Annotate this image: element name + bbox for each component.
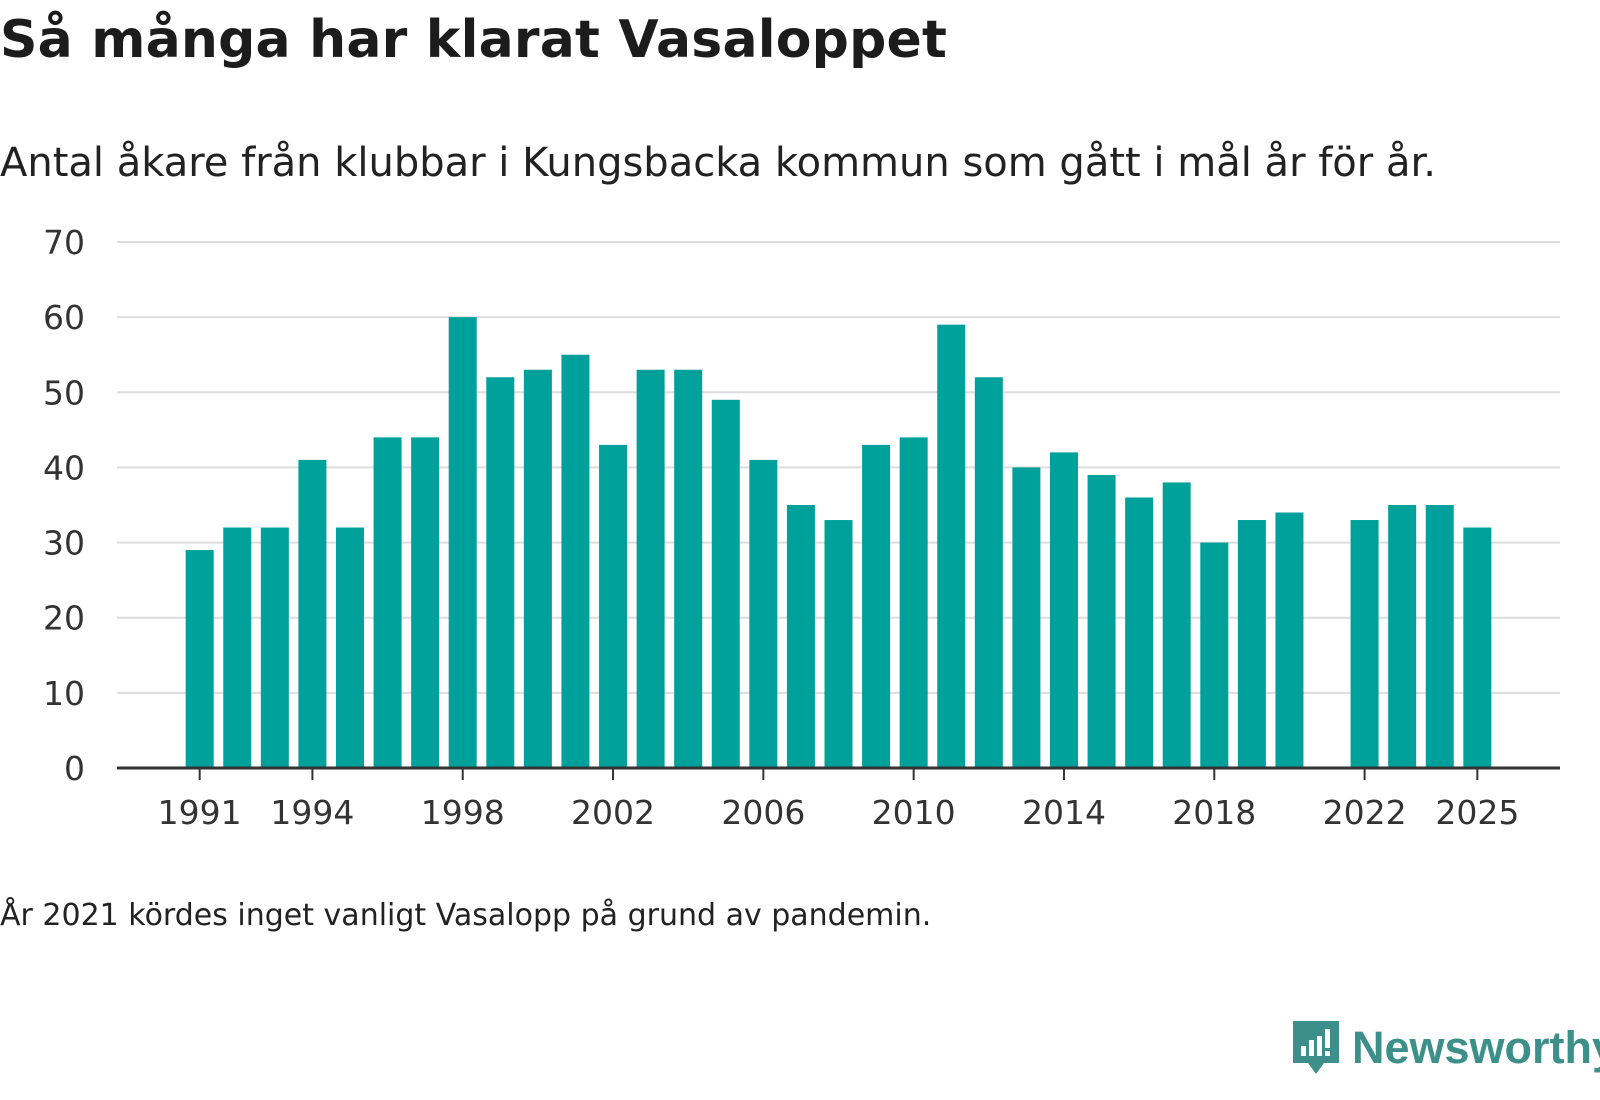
bar-2000 bbox=[523, 369, 552, 768]
x-tick-label-2002: 2002 bbox=[571, 793, 655, 832]
x-tick-label-1991: 1991 bbox=[158, 793, 242, 832]
bar-1991 bbox=[185, 550, 214, 768]
bar-1994 bbox=[298, 459, 327, 768]
bar-2007 bbox=[786, 505, 815, 768]
bar-2002 bbox=[599, 444, 628, 768]
y-tick-label-30: 30 bbox=[43, 524, 85, 563]
bar-1998 bbox=[448, 317, 477, 768]
bar-2009 bbox=[862, 444, 891, 768]
bar-2011 bbox=[937, 324, 966, 768]
bars bbox=[185, 317, 1492, 768]
bar-2010 bbox=[899, 437, 928, 768]
bar-2023 bbox=[1388, 505, 1417, 768]
x-axis bbox=[117, 766, 1560, 780]
newsworthy-logo-icon bbox=[1293, 1021, 1339, 1074]
y-tick-label-60: 60 bbox=[43, 298, 85, 337]
y-tick-label-0: 0 bbox=[64, 749, 85, 788]
bar-2005 bbox=[711, 399, 740, 768]
bar-2013 bbox=[1012, 467, 1041, 768]
x-tick-label-2022: 2022 bbox=[1323, 793, 1407, 832]
bar-1996 bbox=[373, 437, 402, 768]
bar-1993 bbox=[260, 527, 289, 768]
x-tick-label-1994: 1994 bbox=[270, 793, 354, 832]
y-tick-label-70: 70 bbox=[43, 223, 85, 262]
chart-title: Så många har klarat Vasaloppet bbox=[0, 10, 948, 70]
bar-2025 bbox=[1463, 527, 1492, 768]
brand-name: Newsworthy bbox=[1352, 1022, 1600, 1073]
bar-2016 bbox=[1125, 497, 1154, 768]
chart-subtitle: Antal åkare från klubbar i Kungsbacka ko… bbox=[0, 140, 1436, 186]
bar-1992 bbox=[223, 527, 252, 768]
bar-2008 bbox=[824, 520, 853, 768]
bar-2019 bbox=[1237, 520, 1266, 768]
bar-2022 bbox=[1350, 520, 1379, 768]
bar-2015 bbox=[1087, 474, 1116, 768]
bar-2006 bbox=[749, 459, 778, 768]
bar-1995 bbox=[335, 527, 364, 768]
bar-2003 bbox=[636, 369, 665, 768]
x-tick-label-2025: 2025 bbox=[1435, 793, 1519, 832]
brand-logo: Newsworthy bbox=[1290, 1018, 1600, 1078]
footnote: År 2021 kördes inget vanligt Vasalopp på… bbox=[0, 898, 932, 933]
bar-2004 bbox=[674, 369, 703, 768]
x-tick-label-2006: 2006 bbox=[721, 793, 805, 832]
x-tick-label-1998: 1998 bbox=[421, 793, 505, 832]
y-tick-label-40: 40 bbox=[43, 448, 85, 487]
bar-chart: 0 10 20 30 40 50 60 70 1991 1994 1998 2002 2006 2010… bbox=[43, 223, 1560, 832]
bar-2001 bbox=[561, 354, 590, 768]
bar-1999 bbox=[486, 377, 515, 768]
bar-2020 bbox=[1275, 512, 1304, 768]
x-tick-label-2018: 2018 bbox=[1172, 793, 1256, 832]
bar-2012 bbox=[974, 377, 1003, 768]
y-tick-label-50: 50 bbox=[43, 373, 85, 412]
bar-2024 bbox=[1425, 505, 1454, 768]
bar-2018 bbox=[1200, 542, 1229, 768]
bar-2014 bbox=[1049, 452, 1078, 768]
x-tick-label-2010: 2010 bbox=[872, 793, 956, 832]
y-tick-label-10: 10 bbox=[43, 674, 85, 713]
y-tick-label-20: 20 bbox=[43, 599, 85, 638]
x-tick-label-2014: 2014 bbox=[1022, 793, 1106, 832]
bar-1997 bbox=[411, 437, 440, 768]
x-axis-labels: 1991 1994 1998 2002 2006 2010 2014 2018 2022 2025 bbox=[158, 793, 1520, 832]
y-axis-labels: 0 10 20 30 40 50 60 70 bbox=[43, 223, 85, 788]
bar-2017 bbox=[1162, 482, 1191, 768]
